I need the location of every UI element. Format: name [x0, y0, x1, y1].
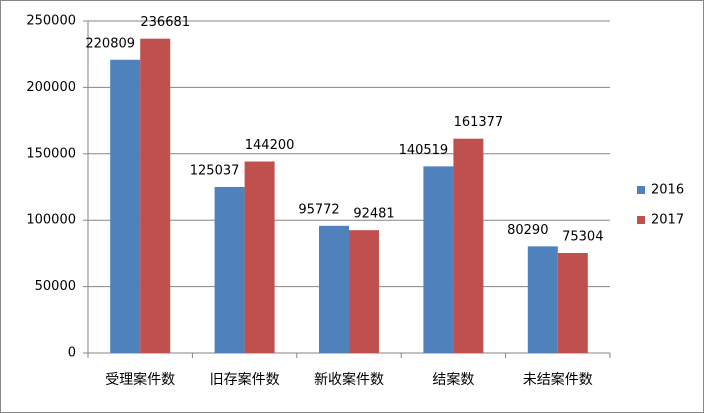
y-tick-label: 100000: [26, 213, 76, 228]
legend-swatch: [637, 186, 645, 194]
bar: [140, 38, 171, 354]
x-tick-label: 受理案件数: [105, 371, 175, 388]
bar: [110, 59, 141, 353]
data-label: 144200: [245, 138, 295, 153]
data-label: 92481: [353, 207, 394, 222]
x-tick-label: 旧存案件数: [210, 371, 280, 388]
legend-label: 2017: [651, 213, 684, 228]
legend-swatch: [637, 216, 645, 224]
data-label: 140519: [399, 143, 449, 158]
data-label: 220809: [85, 36, 135, 51]
data-label: 80290: [507, 223, 548, 238]
x-tick-label: 未结案件数: [523, 371, 593, 388]
y-tick-label: 150000: [26, 146, 76, 161]
bar: [453, 138, 484, 353]
data-label: 236681: [140, 15, 190, 30]
data-label: 161377: [454, 115, 504, 130]
x-tick-label: 结案数: [432, 371, 474, 388]
data-label: 125037: [190, 163, 240, 178]
bar: [349, 230, 379, 353]
x-tick-label: 新收案件数: [314, 371, 384, 388]
data-label: 95772: [298, 202, 339, 217]
bar: [557, 252, 588, 353]
y-tick-label: 200000: [26, 80, 76, 95]
bar: [244, 161, 275, 353]
bar: [319, 225, 349, 353]
legend-label: 2016: [651, 183, 684, 198]
data-label: 75304: [562, 229, 603, 244]
y-tick-label: 250000: [26, 14, 76, 29]
y-tick-label: 50000: [35, 279, 76, 294]
bar: [527, 246, 558, 353]
bar: [214, 186, 245, 353]
y-tick-label: 0: [68, 346, 76, 361]
bar: [423, 166, 454, 353]
